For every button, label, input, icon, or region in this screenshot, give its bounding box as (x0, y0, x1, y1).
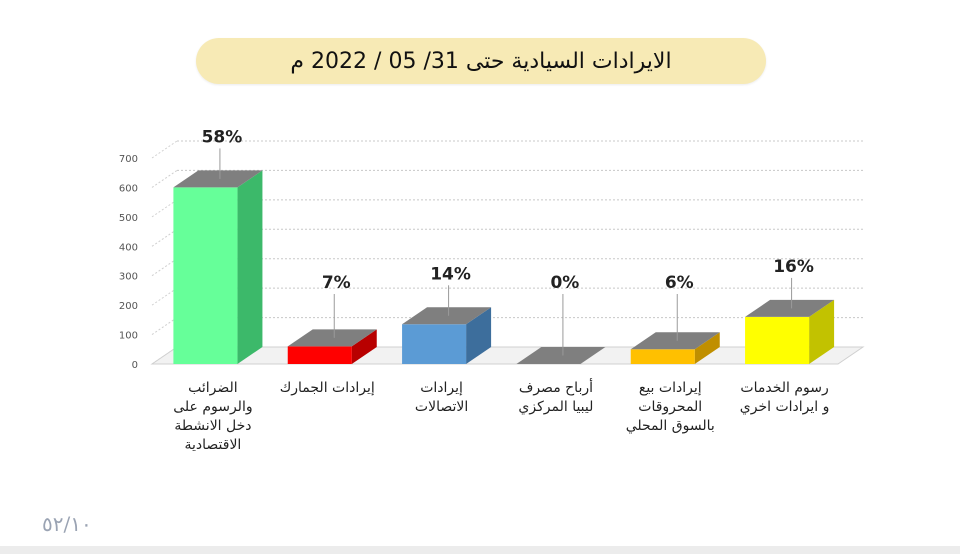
y-tick-label: 500 (119, 213, 138, 224)
bar-side (466, 307, 492, 364)
y-tick-label: 0 (132, 360, 138, 371)
bar (173, 187, 238, 364)
x-category-label: والرسوم على (173, 399, 252, 415)
bar-side (351, 329, 377, 364)
x-category-label: إيرادات بيع (639, 380, 702, 396)
x-category-label: الضرائب (188, 380, 238, 396)
bar-top (630, 332, 720, 350)
bar-top (173, 170, 263, 188)
y-tick-label: 700 (119, 154, 138, 165)
x-category-label: و ايرادات اخري (740, 399, 830, 415)
y-tick-label: 300 (119, 272, 138, 283)
y-tick-label: 100 (119, 331, 138, 342)
x-category-label: المحروقات (638, 399, 702, 415)
gridline-side (151, 199, 178, 218)
x-category-label: أرباح مصرف (519, 378, 593, 396)
gridline-side (151, 228, 178, 247)
data-label: 0% (550, 273, 579, 293)
x-category-label: رسوم الخدمات (740, 380, 828, 396)
chart-title-banner: الايرادات السيادية حتى 31/ 05 / 2022 م (196, 38, 766, 84)
bar-side (694, 332, 720, 364)
gridline-side (151, 287, 178, 306)
data-label: 16% (773, 257, 814, 277)
data-label: 6% (665, 273, 694, 293)
y-tick-label: 400 (119, 242, 138, 253)
x-category-label: بالسوق المحلي (626, 418, 715, 434)
bar-top (516, 347, 606, 364)
page-number: ٥٢/١٠ (42, 512, 92, 536)
gridline-side (151, 317, 178, 335)
data-label: 58% (202, 127, 243, 147)
gridline-side (151, 140, 178, 159)
x-category-label: ليبيا المركزي (518, 399, 593, 415)
bar-top (402, 307, 492, 325)
y-tick-label: 200 (119, 301, 138, 312)
bar (402, 324, 467, 364)
bar-top (287, 329, 377, 347)
y-tick-label: 600 (119, 183, 138, 194)
bar (745, 316, 810, 364)
bar-top (745, 299, 835, 317)
gridline-side (151, 258, 178, 277)
x-category-label: الاتصالات (415, 399, 468, 415)
x-category-label: دخل الانشطة (174, 418, 251, 434)
bar (287, 346, 352, 364)
bar-side (809, 299, 835, 364)
chart-title: الايرادات السيادية حتى 31/ 05 / 2022 م (290, 48, 672, 74)
x-category-label: الاقتصادية (184, 437, 241, 453)
x-category-label: إيرادات الجمارك (280, 380, 375, 396)
data-label: 14% (430, 264, 471, 284)
bar (630, 349, 695, 364)
bottom-border (0, 546, 960, 554)
x-category-label: إيرادات (420, 380, 463, 396)
bar-side (237, 170, 263, 364)
gridline-side (151, 170, 178, 188)
data-label: 7% (322, 273, 351, 293)
